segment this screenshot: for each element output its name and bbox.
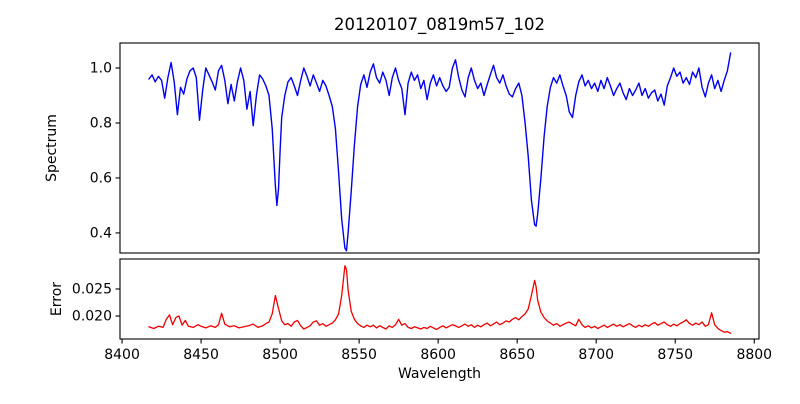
x-tick-label: 8550 <box>341 347 377 363</box>
x-tick-label: 8700 <box>578 347 614 363</box>
x-tick-label: 8750 <box>657 347 693 363</box>
x-axis-label: Wavelength <box>398 366 481 382</box>
x-tick-label: 8500 <box>262 347 298 363</box>
y-tick-label: 0.4 <box>90 225 112 241</box>
y-tick-label: 0.020 <box>72 309 112 325</box>
y-tick-label: 0.025 <box>72 282 112 298</box>
x-tick-label: 8800 <box>736 347 772 363</box>
error-y-axis-label: Error <box>49 282 65 316</box>
spectrum-y-axis-label: Spectrum <box>44 114 60 182</box>
chart-title: 20120107_0819m57_102 <box>334 15 545 35</box>
y-tick-label: 0.8 <box>90 115 112 131</box>
spectrum-data-line <box>148 52 732 252</box>
x-tick-label: 8650 <box>499 347 535 363</box>
y-tick-label: 1.0 <box>90 61 112 77</box>
spectrum-panel-frame <box>119 42 760 254</box>
error-panel-frame <box>119 258 760 340</box>
error-data-line <box>148 265 732 334</box>
x-tick-label: 8600 <box>420 347 456 363</box>
spectrum-y-axis-ticks: 1.0 0.8 0.6 0.4 <box>90 61 120 241</box>
x-tick-label: 8400 <box>104 347 140 363</box>
y-tick-label: 0.6 <box>90 170 112 186</box>
wavelength-x-axis-ticks: 8400 8450 8500 8550 8600 8650 8700 8750 8800 <box>104 339 772 363</box>
error-y-axis-ticks: 0.025 0.020 <box>72 282 120 325</box>
x-tick-label: 8450 <box>183 347 219 363</box>
